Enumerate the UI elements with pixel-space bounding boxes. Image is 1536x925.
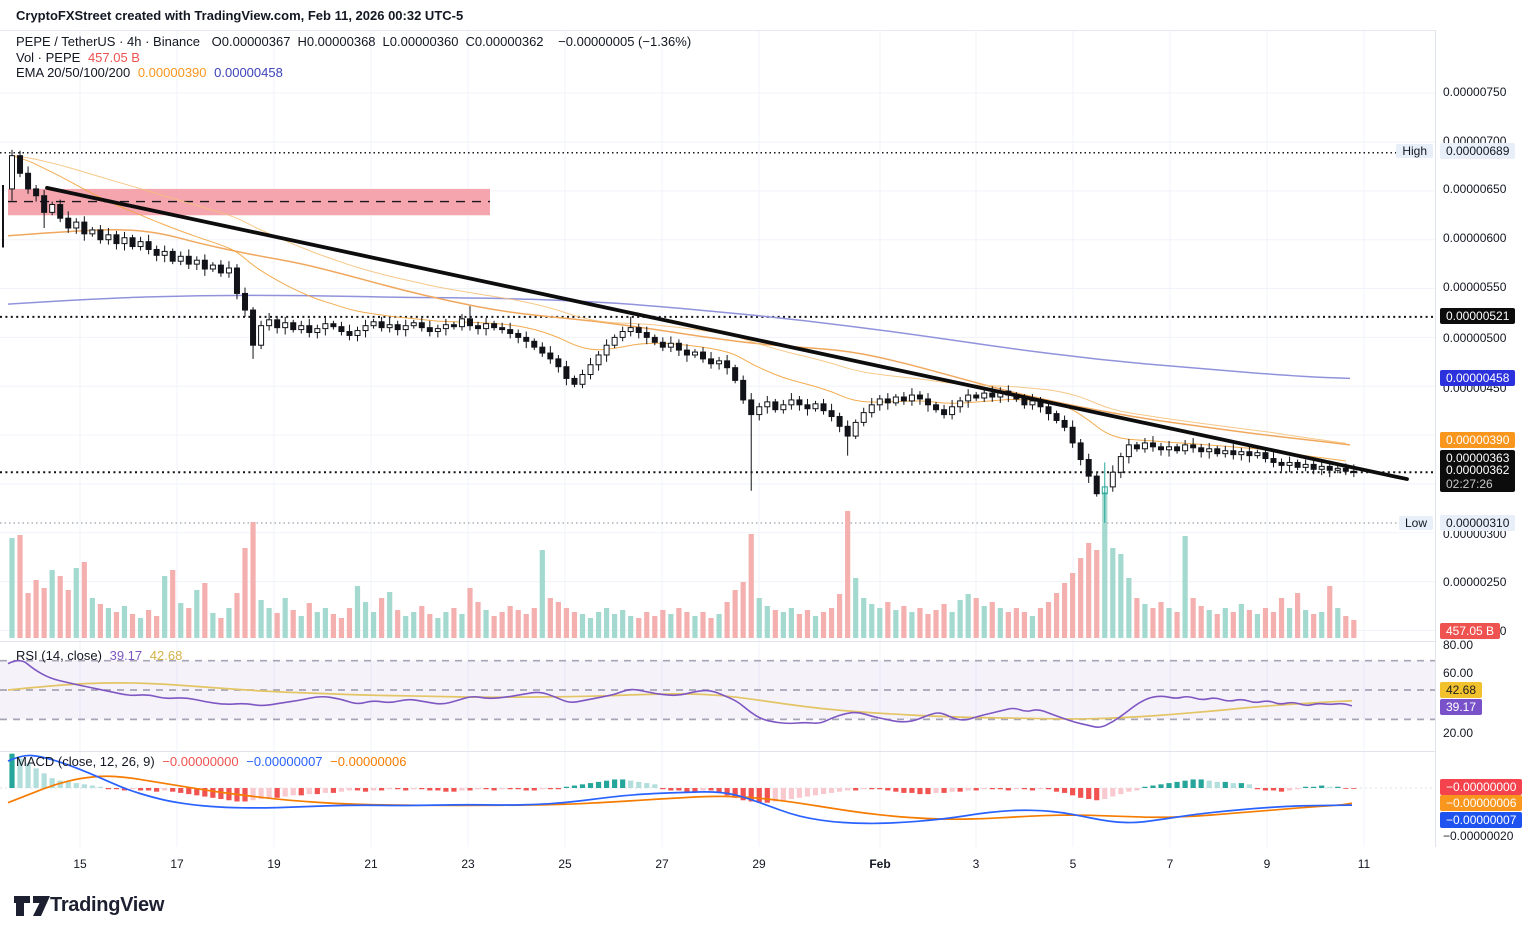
axis-badge-blue: 0.00000458 (1440, 370, 1516, 386)
time-axis-label: 9 (1263, 857, 1271, 871)
axis-price-label: 0.00000500 (1443, 331, 1507, 345)
time-axis-label: Feb (869, 857, 891, 871)
axis-badge-macd-orange: −0.00000006 (1440, 795, 1523, 811)
macd-pane-canvas[interactable] (0, 751, 1436, 848)
time-axis-label: 19 (267, 857, 281, 871)
axis-badge-macd-blue: −0.00000007 (1440, 812, 1523, 828)
pane-separator[interactable] (0, 641, 1436, 642)
time-axis-label: 21 (364, 857, 378, 871)
time-axis[interactable]: 15 17 19 21 23 25 27 29 Feb 3 5 7 9 11 (0, 847, 1436, 884)
price-pane-canvas[interactable] (0, 31, 1436, 641)
chart-frame (0, 30, 1536, 886)
macd-legend-row[interactable]: MACD (close, 12, 26, 9) −0.00000000 −0.0… (16, 754, 406, 769)
symbol-legend-row[interactable]: PEPE / TetherUS · 4h · Binance O0.000003… (16, 34, 691, 49)
axis-badge-macd-red: −0.00000000 (1440, 779, 1523, 795)
time-axis-label: 23 (461, 857, 475, 871)
top-bar: CryptoFXStreet created with TradingView.… (0, 0, 1536, 30)
axis-price-label: 0.00000550 (1443, 280, 1507, 294)
macd-hist-value: −0.00000000 (162, 754, 239, 769)
time-axis-label: 25 (558, 857, 572, 871)
ema-legend-row[interactable]: EMA 20/50/100/200 0.00000390 0.00000458 (16, 65, 283, 80)
axis-price-label: 0.00000250 (1443, 575, 1507, 589)
axis-badge-red: 457.05 B (1440, 623, 1501, 639)
ohlc-values: O0.00000367 H0.00000368 L0.00000360 C0.0000… (212, 34, 551, 49)
ema-legend-label[interactable]: EMA 20/50/100/200 (16, 65, 131, 80)
tradingview-logo-icon[interactable] (13, 895, 51, 919)
macd-line-value: −0.00000007 (246, 754, 323, 769)
time-axis-label: 7 (1166, 857, 1174, 871)
watermark-credit-text: CryptoFXStreet created with TradingView.… (16, 8, 464, 23)
time-axis-label: 11 (1357, 857, 1371, 871)
axis-price-label: −0.00000020 (1443, 829, 1514, 843)
footer: TradingView (0, 884, 1536, 925)
axis-price-label: 80.00 (1443, 638, 1474, 652)
rsi-pane-canvas[interactable] (0, 641, 1436, 751)
ema-slow-value: 0.00000458 (214, 65, 283, 80)
ohlc-item: H0.00000368 (297, 34, 376, 49)
axis-badge-black-timer: 0.00000362 02:27:26 (1440, 462, 1516, 492)
axis-price-label: 0.00000600 (1443, 231, 1507, 245)
low-marker-label: Low (1398, 516, 1433, 530)
macd-legend-label[interactable]: MACD (close, 12, 26, 9) (16, 754, 155, 769)
ohlc-item: O0.00000367 (211, 34, 291, 49)
axis-price-label: 0.00000650 (1443, 182, 1507, 196)
time-axis-label: 3 (972, 857, 980, 871)
rsi-legend-label[interactable]: RSI (14, close) (16, 648, 102, 663)
axis-low-value: 0.00000310 (1440, 515, 1516, 531)
axis-badge-orange: 0.00000390 (1440, 432, 1516, 448)
volume-legend-value: 457.05 B (87, 50, 140, 65)
tradingview-logo-text[interactable]: TradingView (50, 894, 165, 916)
rsi-ma-value: 42.68 (149, 648, 183, 663)
high-marker-label: High (1396, 144, 1433, 158)
axis-badge-black: 0.00000521 (1440, 308, 1516, 324)
symbol-title[interactable]: PEPE / TetherUS · 4h · Binance (16, 34, 201, 49)
axis-price-label: 0.00000750 (1443, 85, 1507, 99)
pane-separator[interactable] (0, 751, 1436, 752)
macd-signal-value: −0.00000006 (330, 754, 407, 769)
axis-high-value: 0.00000689 (1440, 143, 1516, 159)
time-axis-label: 17 (170, 857, 184, 871)
time-axis-label: 27 (655, 857, 669, 871)
time-axis-label: 5 (1069, 857, 1077, 871)
axis-badge-yellow: 42.68 (1440, 682, 1483, 698)
axis-price-label: 20.00 (1443, 726, 1474, 740)
price-axis[interactable]: 0.00000750 0.00000700 0.00000650 0.00000600… (1436, 30, 1536, 884)
ema-fast-value: 0.00000390 (137, 65, 207, 80)
change-value: −0.00000005 (−1.36%) (558, 34, 692, 49)
volume-legend-label[interactable]: Vol · PEPE (16, 50, 81, 65)
ohlc-item: L0.00000360 (382, 34, 459, 49)
ohlc-item: C0.00000362 (465, 34, 544, 49)
axis-badge-purple: 39.17 (1440, 699, 1483, 715)
rsi-legend-row[interactable]: RSI (14, close) 39.17 42.68 (16, 648, 182, 663)
axis-price-label: 60.00 (1443, 666, 1474, 680)
rsi-value: 39.17 (109, 648, 143, 663)
time-axis-label: 29 (752, 857, 766, 871)
volume-legend-row[interactable]: Vol · PEPE 457.05 B (16, 50, 140, 65)
price-axis-separator (1435, 30, 1436, 884)
time-axis-label: 15 (73, 857, 87, 871)
countdown-timer: 02:27:26 (1446, 477, 1493, 491)
